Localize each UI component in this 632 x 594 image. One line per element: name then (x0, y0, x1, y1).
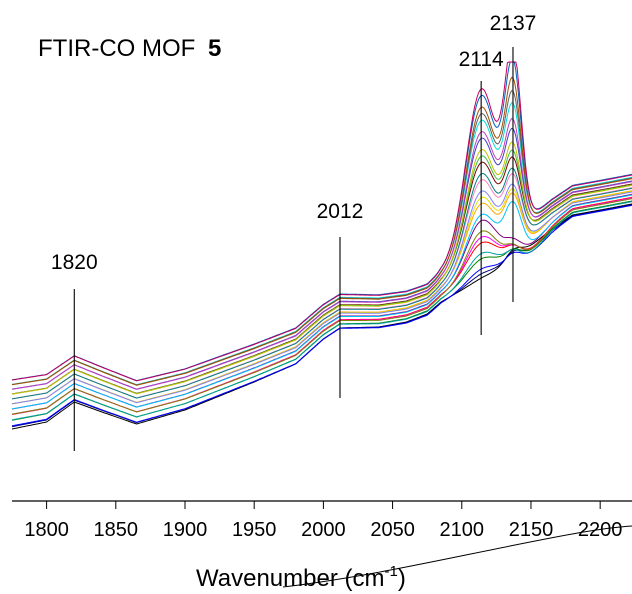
spectrum-line-13 (11, 183, 632, 405)
x-tick-label: 1900 (163, 519, 208, 541)
x-tick-label: 2200 (578, 519, 623, 541)
chart-title: FTIR-CO MOF 5 (38, 35, 221, 62)
x-axis-title-close: ) (398, 565, 406, 592)
x-tick-label: 2100 (440, 519, 485, 541)
spectrum-line-18 (11, 141, 632, 395)
x-tick-label: 2050 (370, 519, 415, 541)
x-axis-title-text: Wavenumber (cm (196, 565, 384, 592)
chart-title-text: FTIR-CO MOF (38, 35, 195, 62)
spectrum-line-25 (11, 61, 632, 382)
peak-marker-group: 1820 2012 2114 2137 (51, 12, 536, 451)
spectrum-line-5 (11, 201, 632, 421)
x-tick-label: 1850 (94, 519, 139, 541)
spectrum-line-15 (11, 167, 632, 400)
x-axis-ticks: 1800 1850 1900 1950 2000 2050 2100 2150 2200 (24, 501, 622, 541)
peak-label-1820: 1820 (51, 251, 98, 274)
stray-line-artifact (282, 525, 632, 588)
x-tick-label: 1950 (232, 519, 277, 541)
spectrum-line-19 (11, 127, 632, 390)
spectrum-line-16 (11, 156, 632, 395)
spectrum-line-10 (11, 194, 632, 410)
spectrum-line-8 (11, 198, 632, 415)
x-tick-label: 2000 (301, 519, 346, 541)
spectrum-line-23 (11, 76, 632, 386)
peak-label-2012: 2012 (317, 200, 364, 223)
x-axis-title: Wavenumber (cm-1) (196, 563, 406, 592)
spectrum-line-20 (11, 118, 632, 390)
chart-title-bold: 5 (208, 35, 221, 62)
spectra-series-group (11, 61, 632, 430)
peak-label-2114: 2114 (459, 48, 504, 71)
spectrum-line-17 (11, 149, 632, 395)
peak-label-2137: 2137 (490, 12, 537, 35)
spectrum-line-4 (11, 200, 632, 421)
x-tick-label: 1800 (24, 519, 69, 541)
x-axis-title-superscript: -1 (384, 563, 397, 580)
x-tick-label: 2150 (509, 519, 554, 541)
